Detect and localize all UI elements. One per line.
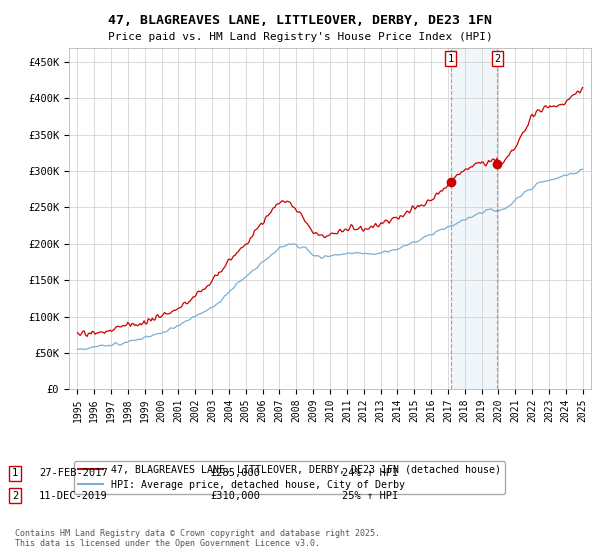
Text: 2: 2 — [494, 54, 500, 63]
Text: Price paid vs. HM Land Registry's House Price Index (HPI): Price paid vs. HM Land Registry's House … — [107, 32, 493, 43]
Text: £310,000: £310,000 — [210, 491, 260, 501]
Legend: 47, BLAGREAVES LANE, LITTLEOVER, DERBY, DE23 1FN (detached house), HPI: Average : 47, BLAGREAVES LANE, LITTLEOVER, DERBY, … — [74, 461, 505, 494]
Text: 2: 2 — [12, 491, 18, 501]
Text: 25% ↑ HPI: 25% ↑ HPI — [342, 491, 398, 501]
Text: 47, BLAGREAVES LANE, LITTLEOVER, DERBY, DE23 1FN: 47, BLAGREAVES LANE, LITTLEOVER, DERBY, … — [108, 14, 492, 27]
Text: 11-DEC-2019: 11-DEC-2019 — [39, 491, 108, 501]
Bar — [451, 48, 497, 389]
Text: Contains HM Land Registry data © Crown copyright and database right 2025.
This d: Contains HM Land Registry data © Crown c… — [15, 529, 380, 548]
Text: £285,000: £285,000 — [210, 468, 260, 478]
Text: 27-FEB-2017: 27-FEB-2017 — [39, 468, 108, 478]
Text: 24% ↑ HPI: 24% ↑ HPI — [342, 468, 398, 478]
Text: 1: 1 — [448, 54, 454, 63]
Text: 1: 1 — [12, 468, 18, 478]
